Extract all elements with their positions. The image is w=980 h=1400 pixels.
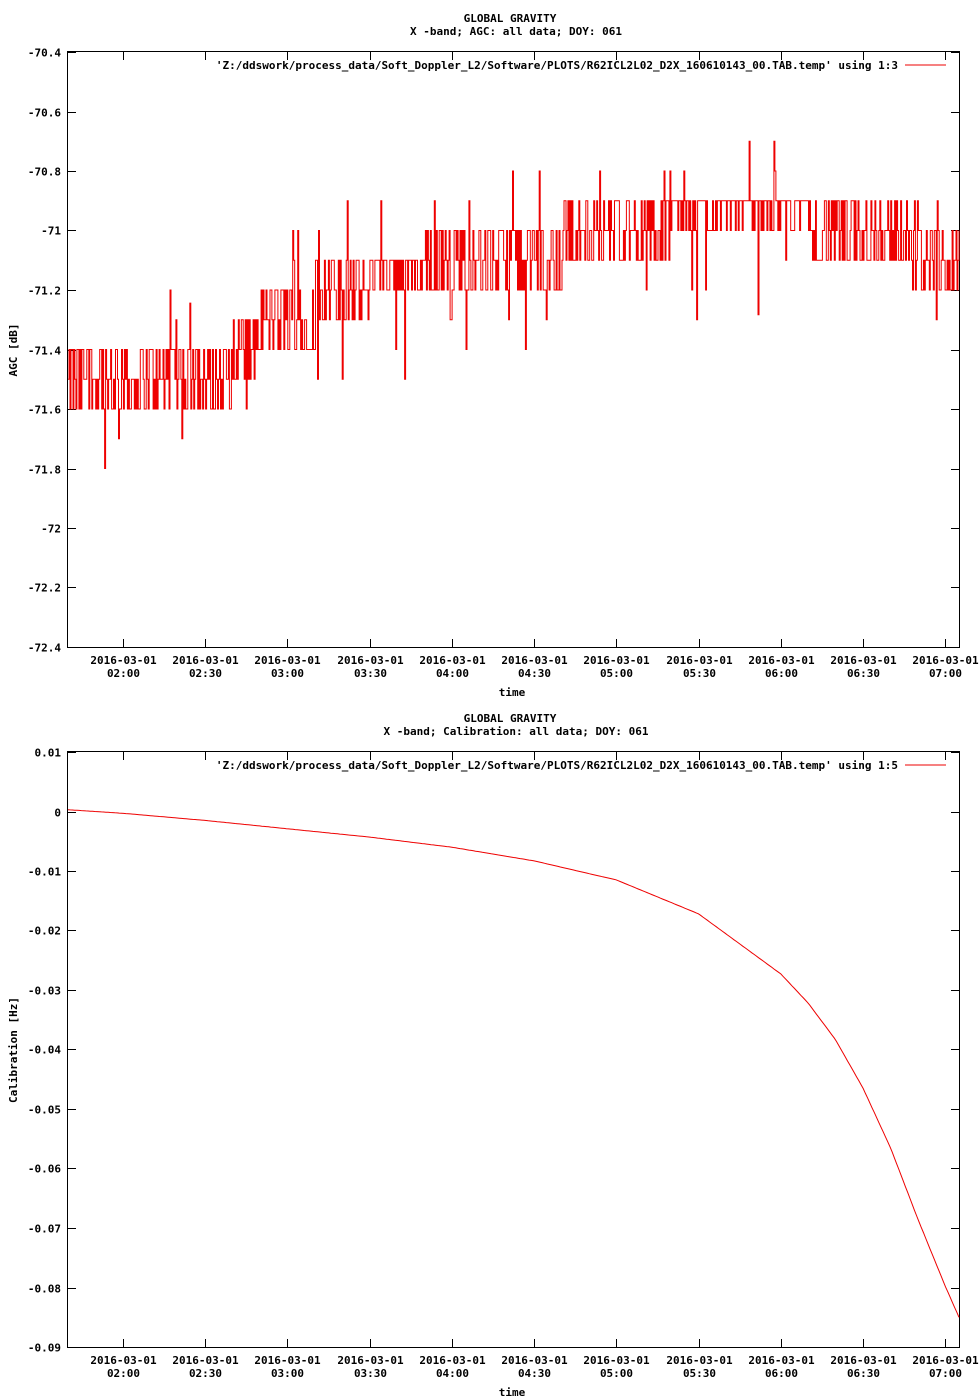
x-tick-date: 2016-03-01 bbox=[830, 654, 897, 667]
y-tick-label: -0.07 bbox=[28, 1223, 61, 1236]
chart-subtitle: X -band; Calibration: all data; DOY: 061 bbox=[384, 725, 649, 738]
y-tick-label: -71.2 bbox=[28, 285, 61, 298]
x-tick-time: 03:00 bbox=[271, 1367, 304, 1380]
y-tick-label: -70.8 bbox=[28, 166, 61, 179]
x-tick-time: 07:00 bbox=[929, 1367, 962, 1380]
y-tick-label: 0.01 bbox=[35, 747, 62, 760]
x-tick-date: 2016-03-01 bbox=[172, 1354, 239, 1367]
x-tick-date: 2016-03-01 bbox=[337, 1354, 404, 1367]
x-tick-time: 05:00 bbox=[600, 1367, 633, 1380]
y-tick-label: -70.4 bbox=[28, 47, 61, 60]
x-tick-time: 02:00 bbox=[107, 667, 140, 680]
y-tick-label: -0.06 bbox=[28, 1163, 61, 1176]
chart-title: GLOBAL GRAVITY bbox=[464, 712, 557, 725]
x-tick-date: 2016-03-01 bbox=[748, 654, 815, 667]
y-tick-label: -72.2 bbox=[28, 582, 61, 595]
data-line bbox=[68, 140, 960, 469]
x-tick-time: 04:30 bbox=[518, 667, 551, 680]
calibration-chart: GLOBAL GRAVITY X -band; Calibration: all… bbox=[7, 712, 979, 1399]
chart-title: GLOBAL GRAVITY bbox=[464, 12, 557, 25]
plot-frame bbox=[67, 751, 960, 1348]
x-tick-time: 02:00 bbox=[107, 1367, 140, 1380]
x-tick-date: 2016-03-01 bbox=[830, 1354, 897, 1367]
y-tick-label: -0.08 bbox=[28, 1283, 61, 1296]
x-tick-time: 03:30 bbox=[354, 1367, 387, 1380]
x-tick-date: 2016-03-01 bbox=[254, 1354, 321, 1367]
x-tick-time: 07:00 bbox=[929, 667, 962, 680]
y-axis-ticks: -70.4 -70.6 -70.8 -71 -71.2 -71.4 -71.6 -71.8 -7… bbox=[28, 47, 959, 655]
y-tick-label: -71.4 bbox=[28, 345, 61, 358]
x-tick-time: 04:00 bbox=[436, 1367, 469, 1380]
x-tick-time: 05:00 bbox=[600, 667, 633, 680]
y-tick-label: -0.01 bbox=[28, 866, 61, 879]
x-axis-label: time bbox=[499, 1386, 526, 1399]
x-tick-time: 03:00 bbox=[271, 667, 304, 680]
y-tick-label: -0.05 bbox=[28, 1104, 61, 1117]
chart-subtitle: X -band; AGC: all data; DOY: 061 bbox=[410, 25, 622, 38]
y-tick-label: 0 bbox=[54, 807, 61, 820]
x-tick-date: 2016-03-01 bbox=[666, 654, 733, 667]
x-tick-date: 2016-03-01 bbox=[666, 1354, 733, 1367]
x-tick-date: 2016-03-01 bbox=[419, 654, 486, 667]
x-axis-label: time bbox=[499, 686, 526, 699]
x-tick-date: 2016-03-01 bbox=[912, 654, 979, 667]
x-tick-date: 2016-03-01 bbox=[337, 654, 404, 667]
legend-label: 'Z:/ddswork/process_data/Soft_Doppler_L2… bbox=[216, 59, 898, 72]
x-tick-date: 2016-03-01 bbox=[748, 1354, 815, 1367]
x-tick-time: 05:30 bbox=[683, 1367, 716, 1380]
x-tick-time: 02:30 bbox=[189, 667, 222, 680]
y-tick-label: -70.6 bbox=[28, 107, 61, 120]
legend: 'Z:/ddswork/process_data/Soft_Doppler_L2… bbox=[216, 759, 946, 772]
x-tick-date: 2016-03-01 bbox=[172, 654, 239, 667]
plot-frame bbox=[67, 51, 960, 648]
x-tick-time: 06:30 bbox=[847, 1367, 880, 1380]
x-tick-time: 03:30 bbox=[354, 667, 387, 680]
x-tick-date: 2016-03-01 bbox=[583, 1354, 650, 1367]
y-tick-label: -0.02 bbox=[28, 925, 61, 938]
legend-label: 'Z:/ddswork/process_data/Soft_Doppler_L2… bbox=[216, 759, 898, 772]
y-tick-label: -0.09 bbox=[28, 1342, 61, 1355]
x-tick-time: 04:00 bbox=[436, 667, 469, 680]
y-tick-label: -72 bbox=[41, 523, 61, 536]
x-tick-time: 06:00 bbox=[765, 1367, 798, 1380]
y-axis-label: AGC [dB] bbox=[7, 324, 20, 377]
series-agc bbox=[68, 140, 960, 469]
series-calibration bbox=[67, 809, 960, 1318]
x-tick-date: 2016-03-01 bbox=[419, 1354, 486, 1367]
y-tick-label: -0.04 bbox=[28, 1044, 61, 1057]
x-tick-date: 2016-03-01 bbox=[254, 654, 321, 667]
x-tick-date: 2016-03-01 bbox=[501, 654, 568, 667]
data-line bbox=[67, 809, 960, 1318]
x-tick-time: 04:30 bbox=[518, 1367, 551, 1380]
x-tick-date: 2016-03-01 bbox=[912, 1354, 979, 1367]
x-tick-time: 05:30 bbox=[683, 667, 716, 680]
legend: 'Z:/ddswork/process_data/Soft_Doppler_L2… bbox=[216, 59, 946, 72]
y-tick-label: -71.8 bbox=[28, 464, 61, 477]
y-axis-ticks: 0.01 0 -0.01 -0.02 -0.03 -0.04 -0.05 -0.06 -0.07… bbox=[28, 747, 959, 1355]
x-tick-time: 06:30 bbox=[847, 667, 880, 680]
x-tick-date: 2016-03-01 bbox=[90, 1354, 157, 1367]
y-tick-label: -72.4 bbox=[28, 642, 61, 655]
x-tick-date: 2016-03-01 bbox=[583, 654, 650, 667]
agc-chart: GLOBAL GRAVITY X -band; AGC: all data; D… bbox=[7, 12, 979, 699]
x-axis-ticks: 2016-03-0102:002016-03-0102:302016-03-01… bbox=[90, 52, 979, 680]
y-axis-label: Calibration [Hz] bbox=[7, 997, 20, 1103]
x-tick-date: 2016-03-01 bbox=[90, 654, 157, 667]
y-tick-label: -71.6 bbox=[28, 404, 61, 417]
y-tick-label: -71 bbox=[41, 225, 61, 238]
x-axis-ticks: 2016-03-0102:002016-03-0102:302016-03-01… bbox=[90, 752, 979, 1380]
x-tick-date: 2016-03-01 bbox=[501, 1354, 568, 1367]
y-tick-label: -0.03 bbox=[28, 985, 61, 998]
x-tick-time: 06:00 bbox=[765, 667, 798, 680]
x-tick-time: 02:30 bbox=[189, 1367, 222, 1380]
